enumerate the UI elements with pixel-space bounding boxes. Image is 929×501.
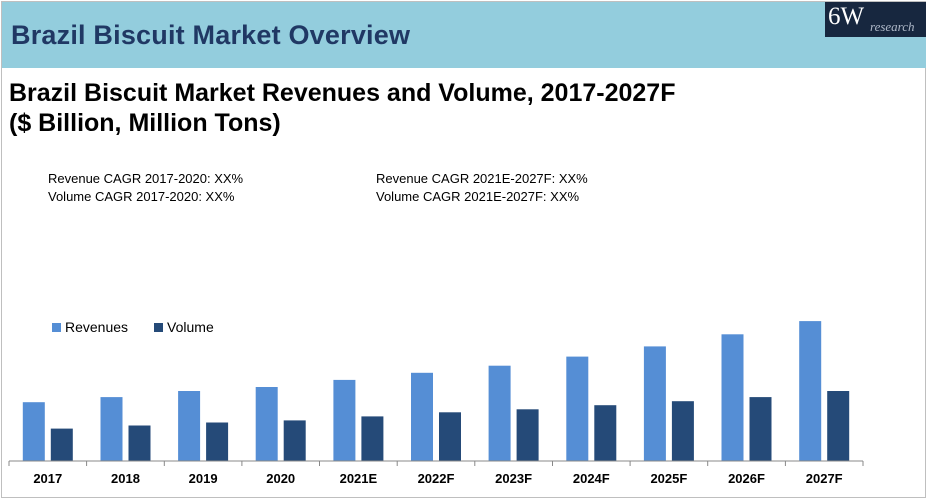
bar-volume-2017 [50, 428, 73, 461]
bar-revenues-2024F [566, 356, 589, 461]
page-title: Brazil Biscuit Market Overview [11, 20, 411, 50]
legend-swatch-revenues [52, 322, 61, 332]
x-tick-label: 2026F [728, 471, 765, 486]
x-tick-label: 2024F [573, 471, 610, 486]
legend-item-revenues: Revenues [52, 319, 128, 335]
chart-title: Brazil Biscuit Market Revenues and Volum… [9, 79, 676, 107]
x-tick-label: 2020 [266, 471, 295, 486]
bar-revenues-2017 [22, 402, 45, 461]
bar-revenues-2022F [411, 372, 433, 461]
bar-volume-2025F [671, 401, 694, 461]
legend-label-revenues: Revenues [65, 319, 129, 335]
bar-revenues-2026F [721, 334, 744, 461]
logo-main-text: 6W [828, 3, 865, 30]
x-tick-label: 2019 [189, 471, 218, 486]
x-tick-label: 2027F [806, 471, 843, 486]
bar-revenues-2025F [643, 346, 666, 461]
bar-volume-2024F [594, 405, 617, 461]
x-tick-label: 2025F [650, 471, 687, 486]
bar-volume-2023F [516, 409, 539, 461]
x-tick-label: 2017 [33, 471, 62, 486]
x-tick-label: 2018 [111, 471, 140, 486]
volume-cagr-historic: Volume CAGR 2017-2020: XX% [48, 189, 235, 204]
logo: 6W research [825, 2, 926, 37]
x-tick-label: 2022F [418, 471, 455, 486]
bar-revenues-2020 [255, 387, 278, 461]
bar-volume-2022F [439, 412, 461, 461]
cagr-right: Revenue CAGR 2021E-2027F: XX% Volume CAG… [376, 170, 588, 206]
revenue-cagr-historic: Revenue CAGR 2017-2020: XX% [48, 171, 244, 186]
bar-revenues-2018 [100, 397, 123, 461]
header-bar: Brazil Biscuit Market Overview [2, 2, 926, 68]
cagr-left: Revenue CAGR 2017-2020: XX% Volume CAGR … [48, 170, 243, 206]
legend-item-volume: Volume [154, 319, 214, 335]
chart-title-block: Brazil Biscuit Market Revenues and Volum… [9, 78, 675, 138]
legend-swatch-volume [154, 322, 164, 332]
x-tick-label: 2021E [340, 471, 378, 486]
chart-subtitle: ($ Billion, Million Tons) [9, 109, 281, 137]
bar-volume-2021E [361, 416, 384, 461]
volume-cagr-forecast: Volume CAGR 2021E-2027F: XX% [376, 189, 580, 204]
bar-revenues-2019 [178, 391, 201, 461]
bar-volume-2020 [283, 420, 306, 461]
bar-volume-2027F [827, 391, 850, 461]
bar-revenues-2027F [799, 321, 822, 461]
bar-volume-2019 [206, 422, 229, 461]
bar-volume-2026F [749, 397, 772, 461]
revenue-cagr-forecast: Revenue CAGR 2021E-2027F: XX% [376, 171, 588, 186]
bar-revenues-2021E [333, 379, 356, 461]
chart-legend: Revenues Volume [52, 319, 240, 335]
bar-volume-2018 [128, 425, 151, 461]
logo-sub-text: research [870, 19, 915, 34]
bar-revenues-2023F [488, 365, 511, 461]
legend-label-volume: Volume [167, 319, 214, 335]
x-tick-label: 2023F [495, 471, 532, 486]
